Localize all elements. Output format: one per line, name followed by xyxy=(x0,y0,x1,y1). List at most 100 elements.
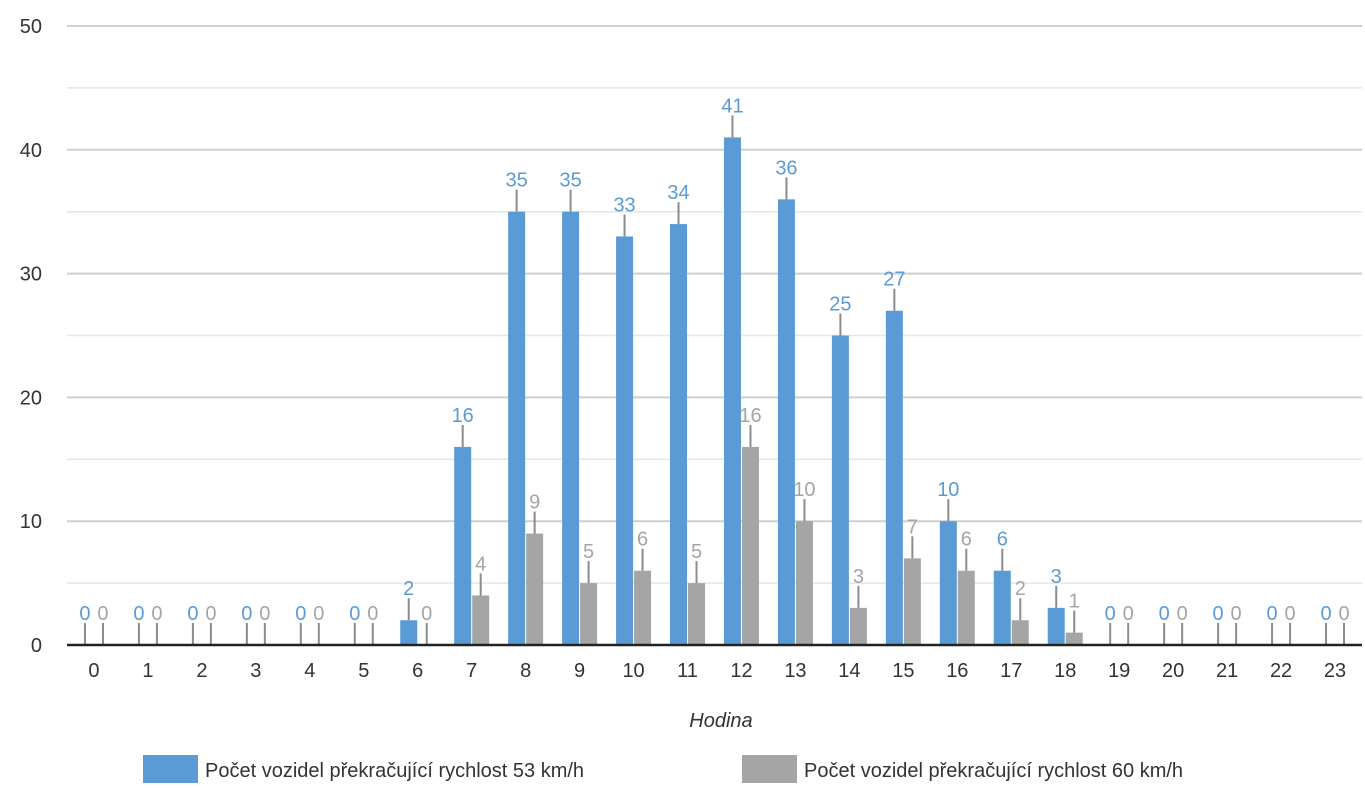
x-tick-label: 18 xyxy=(1054,660,1076,682)
bar-series-2 xyxy=(634,570,652,645)
bar-series-1 xyxy=(723,137,741,646)
data-label-series-2: 5 xyxy=(583,541,594,563)
x-tick-label: 9 xyxy=(574,660,585,682)
data-label-series-1: 41 xyxy=(721,95,743,117)
data-label-series-2: 0 xyxy=(1123,603,1134,625)
data-label-series-2: 5 xyxy=(691,541,702,563)
data-label-series-1: 10 xyxy=(937,479,959,501)
bar-series-2 xyxy=(741,446,759,645)
x-tick-label: 11 xyxy=(677,660,698,682)
data-label-series-2: 9 xyxy=(529,492,540,514)
data-label-series-2: 16 xyxy=(739,405,761,427)
data-label-series-1: 0 xyxy=(349,603,360,625)
bar-series-1 xyxy=(993,570,1011,645)
y-tick-label: 20 xyxy=(20,387,42,409)
data-label-series-1: 16 xyxy=(452,405,474,427)
bar-series-2 xyxy=(849,607,867,645)
y-tick-label: 40 xyxy=(20,140,42,162)
bar-series-1 xyxy=(939,521,957,645)
x-tick-label: 16 xyxy=(946,660,968,682)
y-tick-label: 50 xyxy=(20,16,42,38)
data-label-series-1: 33 xyxy=(613,194,635,216)
x-tick-label: 19 xyxy=(1108,660,1130,682)
bar-series-2 xyxy=(472,595,490,645)
x-tick-label: 13 xyxy=(784,660,806,682)
x-tick-label: 3 xyxy=(250,660,261,682)
bar-series-1 xyxy=(454,446,472,645)
x-tick-label: 5 xyxy=(358,660,369,682)
x-tick-label: 17 xyxy=(1000,660,1022,682)
data-label-series-1: 0 xyxy=(1267,603,1278,625)
x-tick-label: 23 xyxy=(1324,660,1346,682)
x-tick-label: 22 xyxy=(1270,660,1292,682)
x-tick-label: 4 xyxy=(304,660,315,682)
x-tick-label: 21 xyxy=(1216,660,1238,682)
x-tick-label: 14 xyxy=(838,660,860,682)
data-label-series-2: 0 xyxy=(1338,603,1349,625)
bar-series-1 xyxy=(831,335,849,645)
data-label-series-2: 3 xyxy=(853,566,864,588)
x-tick-label: 6 xyxy=(412,660,423,682)
bar-series-1 xyxy=(670,224,688,645)
data-label-series-2: 0 xyxy=(151,603,162,625)
y-axis-ticks: 0 10 20 30 40 50 xyxy=(20,16,42,657)
legend-label-series-2: Počet vozidel překračující rychlost 60 k… xyxy=(804,760,1183,782)
gridlines xyxy=(67,25,1362,584)
x-tick-label: 20 xyxy=(1162,660,1184,682)
bar-series-2 xyxy=(903,558,921,645)
x-tick-label: 0 xyxy=(88,660,99,682)
data-label-series-2: 4 xyxy=(475,553,486,575)
bar-series-1 xyxy=(885,310,903,645)
data-label-series-1: 0 xyxy=(1105,603,1116,625)
bar-series-2 xyxy=(526,533,544,645)
data-label-series-2: 0 xyxy=(205,603,216,625)
data-label-series-1: 6 xyxy=(997,529,1008,551)
y-tick-label: 0 xyxy=(31,635,42,657)
data-label-series-1: 0 xyxy=(187,603,198,625)
bar-series-1 xyxy=(1047,607,1065,645)
x-tick-label: 7 xyxy=(466,660,477,682)
x-axis-title: Hodina xyxy=(689,710,752,732)
data-label-series-2: 0 xyxy=(421,603,432,625)
data-label-series-2: 6 xyxy=(637,529,648,551)
data-label-series-2: 1 xyxy=(1069,591,1080,613)
x-tick-label: 8 xyxy=(520,660,531,682)
data-label-series-1: 25 xyxy=(829,294,851,316)
data-label-series-2: 6 xyxy=(961,529,972,551)
data-label-series-1: 27 xyxy=(883,269,905,291)
data-label-series-1: 0 xyxy=(133,603,144,625)
x-tick-label: 2 xyxy=(196,660,207,682)
data-label-series-2: 0 xyxy=(1285,603,1296,625)
bars xyxy=(400,137,1083,646)
bar-series-2 xyxy=(1011,620,1029,645)
data-label-series-1: 35 xyxy=(506,170,528,192)
data-label-series-1: 2 xyxy=(403,578,414,600)
y-tick-label: 10 xyxy=(20,511,42,533)
bar-series-2 xyxy=(580,583,598,645)
data-label-series-2: 0 xyxy=(1177,603,1188,625)
x-tick-label: 12 xyxy=(730,660,752,682)
data-label-series-2: 0 xyxy=(313,603,324,625)
data-label-series-1: 35 xyxy=(559,170,581,192)
bar-series-1 xyxy=(616,236,634,645)
legend-swatch-series-2 xyxy=(742,755,797,783)
data-label-series-1: 3 xyxy=(1051,566,1062,588)
data-label-series-1: 0 xyxy=(295,603,306,625)
bar-series-1 xyxy=(508,211,526,645)
bar-series-1 xyxy=(400,620,418,645)
x-tick-label: 15 xyxy=(892,660,914,682)
data-label-series-1: 0 xyxy=(1159,603,1170,625)
data-label-series-1: 0 xyxy=(241,603,252,625)
bar-series-1 xyxy=(777,199,795,645)
x-axis-ticks: 0 1 2 3 4 5 6 7 8 9 10 11 12 13 14 15 16 17 18 19 20 21 22 23 xyxy=(88,660,1346,682)
bar-series-2 xyxy=(688,583,706,645)
data-label-series-2: 0 xyxy=(367,603,378,625)
legend: Počet vozidel překračující rychlost 53 k… xyxy=(143,755,1183,783)
y-tick-label: 30 xyxy=(20,264,42,286)
bar-series-1 xyxy=(562,211,580,645)
data-label-series-1: 34 xyxy=(667,182,689,204)
legend-label-series-1: Počet vozidel překračující rychlost 53 k… xyxy=(205,760,584,782)
